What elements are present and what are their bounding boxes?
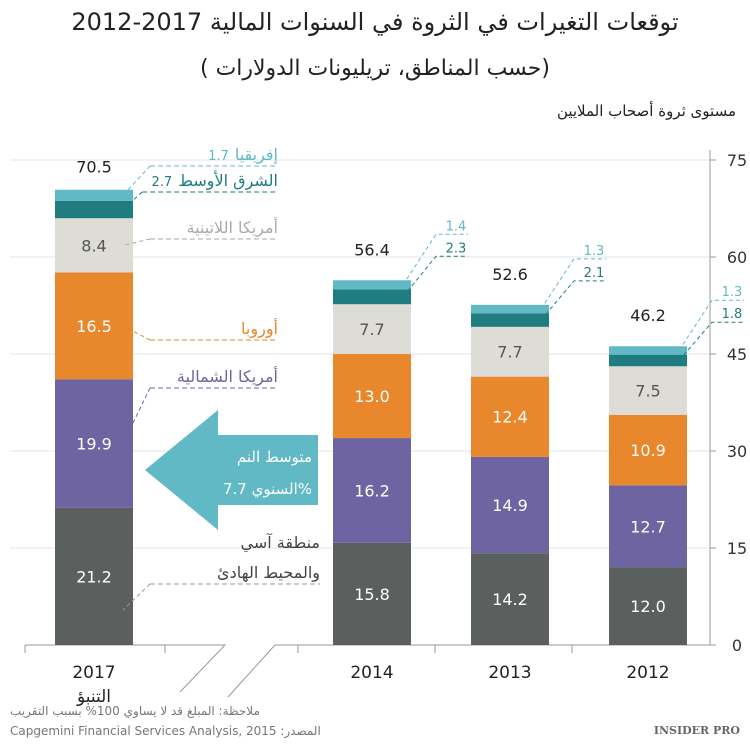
bar-segment	[55, 218, 133, 273]
bar-value-label: 16.5	[76, 317, 112, 336]
legend-africa: إفريقيا	[235, 145, 278, 165]
legend-europe: أوروبا	[241, 318, 278, 339]
bar-segment	[471, 326, 549, 377]
total-label: 70.5	[76, 158, 112, 177]
middle-east-value-label: 1.8	[722, 307, 743, 322]
bar-segment	[471, 313, 549, 327]
leader-line	[122, 325, 151, 341]
africa-value-label: 1.3	[584, 244, 605, 259]
africa-value-label: 1.4	[446, 219, 467, 234]
bar-segment	[55, 189, 133, 201]
x-tick-label: 2014	[350, 663, 393, 683]
bar-value-label: 14.2	[492, 590, 528, 609]
bar-value-label: 7.7	[359, 320, 384, 339]
leader-line	[122, 238, 151, 246]
bar-segment	[471, 376, 549, 457]
chart-subtitle: ( حسب المناطق، تريليونات الدولارات)	[199, 56, 550, 81]
y-tick-label: 15	[727, 539, 747, 558]
leader-line	[122, 583, 151, 611]
bar-value-label: 19.9	[76, 435, 112, 454]
bar-value-label: 12.0	[630, 597, 666, 616]
x-tick-label: 2012	[626, 663, 669, 683]
bar-value-label: 12.4	[492, 408, 528, 427]
bar-segment	[609, 485, 687, 568]
bar-segment	[333, 304, 411, 354]
bar-segment	[55, 200, 133, 219]
y-tick-label: 75	[727, 151, 747, 170]
bar-segment	[333, 438, 411, 543]
bar-segment	[609, 414, 687, 486]
bar-value-label: 15.8	[354, 585, 390, 604]
bar-segment	[55, 379, 133, 508]
bar-value-label: 7.7	[497, 343, 522, 362]
bar-segment	[55, 272, 133, 380]
bar-value-label: 12.7	[630, 517, 666, 536]
bar-segment	[55, 507, 133, 645]
annotation-text: متوسط النم	[237, 448, 312, 466]
middle-east-value-label: 2.1	[584, 266, 605, 281]
x-axis-line	[25, 644, 227, 693]
growth-arrow-icon	[145, 410, 318, 530]
x-axis-line	[227, 644, 710, 698]
bar-segment	[609, 366, 687, 415]
bar-segment	[333, 354, 411, 439]
legend-asia-pacific: والمحيط الهادئ	[217, 563, 320, 583]
total-label: 56.4	[354, 240, 390, 259]
bar-segment	[471, 456, 549, 554]
bar-segment	[609, 567, 687, 645]
middle-east-value-label: 2.3	[446, 241, 467, 256]
bar-value-label: 14.9	[492, 496, 528, 515]
y-tick-label: 60	[727, 248, 747, 267]
bar-value-label: 21.2	[76, 567, 112, 586]
x-tick-label: 2017	[72, 663, 115, 683]
leader-line	[402, 255, 468, 298]
leader-line	[540, 280, 606, 321]
bar-value-label: 16.2	[354, 481, 390, 500]
y-tick-label: 0	[732, 636, 742, 655]
source-note: المصدر: Capgemini Financial Services Ana…	[10, 724, 321, 738]
footnote: ملاحظة: المبلغ قد لا يساوي 100% بسبب الت…	[10, 704, 260, 718]
legend-value: 1.7	[208, 149, 229, 164]
bar-segment	[609, 354, 687, 367]
total-label: 46.2	[630, 306, 666, 325]
bar-value-label: 7.5	[635, 382, 660, 401]
bar-segment	[333, 289, 411, 305]
leader-line	[678, 321, 744, 361]
total-label: 52.6	[492, 265, 528, 284]
legend-latin-america: أمريكا اللاتينية	[187, 217, 278, 238]
y-tick-label: 45	[727, 345, 747, 364]
bar-segment	[609, 346, 687, 355]
legend-value: 2.7	[152, 175, 173, 190]
legend-middle-east: الشرق الأوسط	[178, 170, 278, 191]
chart-title: توقعات التغيرات في الثروة في السنوات الم…	[71, 8, 679, 36]
bar-value-label: 13.0	[354, 387, 390, 406]
bar-segment	[333, 280, 411, 290]
x-tick-label: 2013	[488, 663, 531, 683]
africa-value-label: 1.3	[722, 285, 743, 300]
bar-segment	[471, 553, 549, 645]
bar-value-label: 10.9	[630, 441, 666, 460]
bar-segment	[333, 542, 411, 645]
bar-value-label: 8.4	[81, 236, 106, 255]
x-tick-sublabel: التنبؤ	[76, 687, 111, 707]
annotation-text: السنوي 7.7%	[223, 480, 312, 499]
brand-logo: INSIDER PRO	[653, 724, 740, 737]
leader-line	[122, 387, 151, 444]
legend-north-america: أمريكا الشمالية	[177, 366, 278, 387]
y-tick-label: 30	[727, 442, 747, 461]
bar-segment	[471, 304, 549, 314]
leader-line	[122, 191, 143, 210]
legend-asia-pacific: منطقة آسي	[241, 533, 320, 553]
y-axis-label: مستوى ثروة أصحاب الملايين	[556, 102, 736, 120]
